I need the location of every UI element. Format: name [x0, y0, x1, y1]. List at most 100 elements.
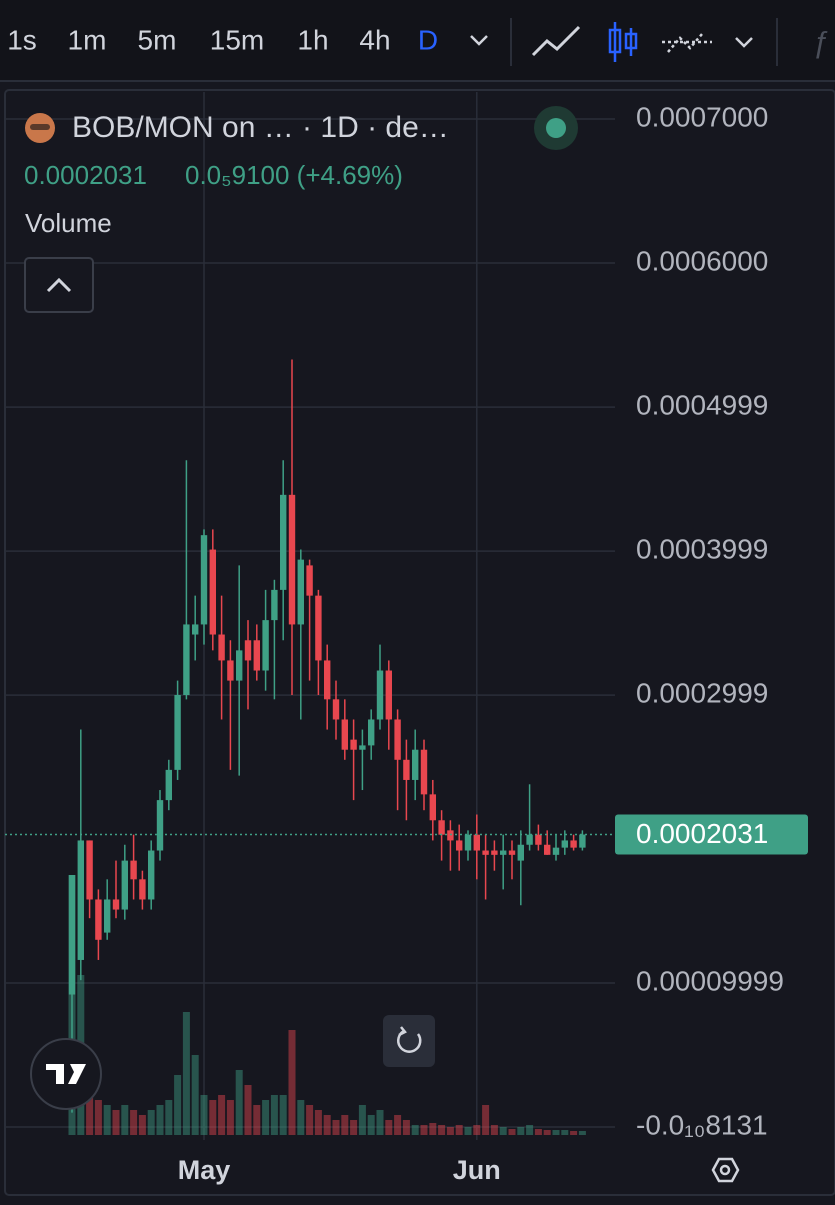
volume-bar [103, 1105, 111, 1135]
volume-bar [112, 1110, 120, 1135]
y-tick-label: 0.0003999 [636, 534, 768, 565]
volume-bar [156, 1105, 164, 1135]
interval-tab[interactable]: 1m [68, 24, 107, 55]
interval-tab[interactable]: 15m [210, 24, 264, 55]
candle-body [412, 749, 419, 780]
volume-bar [358, 1105, 366, 1135]
chart-pane [4, 89, 835, 1196]
volume-bar [499, 1127, 507, 1135]
volume-bar [438, 1125, 446, 1135]
candle-body [156, 800, 164, 851]
candle-body [218, 634, 225, 661]
candle-body [561, 840, 568, 848]
collapse-button[interactable] [24, 257, 94, 313]
candle-body [500, 850, 507, 855]
volume-bar [253, 1105, 261, 1135]
volume-bar [570, 1131, 578, 1135]
candle-body [482, 850, 489, 855]
candle-body [517, 844, 524, 861]
volume-bar [130, 1110, 138, 1135]
y-tick-label: 0.0002999 [636, 678, 768, 709]
status-dot [546, 118, 566, 138]
style-dropdown[interactable] [735, 37, 753, 48]
interval-tab[interactable]: 5m [138, 24, 177, 55]
candle-body [253, 640, 260, 671]
volume-bar [473, 1125, 481, 1135]
volume-bar [235, 1070, 243, 1135]
settings-icon [719, 1164, 731, 1176]
candle-body [544, 844, 551, 855]
interval-tabs: 1s 1m 5m 15m 1h 4h D [7, 24, 438, 55]
candle-body [579, 834, 586, 848]
volume-bar [209, 1100, 217, 1135]
volume-bar [165, 1100, 173, 1135]
volume-bar [482, 1105, 490, 1135]
volume-bar [218, 1095, 226, 1135]
candle-body [68, 875, 76, 995]
baseline-style-button[interactable] [662, 33, 712, 53]
candle-body [350, 739, 357, 750]
candle-body [86, 840, 93, 900]
volume-bar [86, 1095, 94, 1135]
candle-body [403, 759, 410, 780]
collapse-icon [46, 277, 72, 293]
candle-body [200, 535, 208, 625]
indicators-button[interactable]: ƒ [812, 26, 829, 59]
volume-bar [323, 1115, 331, 1135]
candle-body [280, 494, 287, 590]
volume-bar [147, 1110, 155, 1135]
y-tick-label: -0.0₁₀8131 [636, 1109, 768, 1140]
candle-body [473, 834, 480, 851]
settings-button[interactable] [711, 1157, 740, 1183]
candle-body [77, 840, 84, 960]
candle-body [491, 850, 498, 855]
volume-bar [306, 1105, 314, 1135]
candle-body [288, 494, 296, 625]
candle-body [394, 719, 401, 760]
volume-bar [446, 1127, 454, 1135]
candle-style-button[interactable] [608, 22, 638, 62]
candle-body [95, 899, 102, 940]
volume-bar [270, 1095, 278, 1135]
y-axis: 0.0007000 0.0006000 0.0004999 0.0003999 0.00… [636, 101, 784, 1140]
volume-bar [244, 1085, 252, 1135]
candle-body [209, 549, 216, 635]
reset-button[interactable] [383, 1015, 435, 1067]
volume-bar [561, 1130, 569, 1135]
volume-legend: Volume [25, 208, 112, 238]
candle-body [376, 670, 384, 720]
volume-bar [341, 1115, 349, 1135]
candle-body [183, 624, 190, 695]
volume-bar [279, 1095, 287, 1135]
volume-bar [376, 1110, 384, 1135]
volume-bar [464, 1127, 472, 1135]
volume-bar [402, 1120, 410, 1135]
logo[interactable] [30, 1038, 102, 1110]
interval-tab[interactable]: 1s [7, 24, 37, 55]
volume-bar [314, 1110, 322, 1135]
symbol-icon-detail [30, 124, 50, 130]
candle-body [315, 595, 322, 661]
candle-body [332, 699, 340, 720]
candle-body [236, 650, 243, 681]
interval-tab[interactable]: D [418, 24, 438, 55]
candle-body [552, 847, 560, 855]
interval-dropdown[interactable] [470, 35, 488, 46]
interval-tab[interactable]: 1h [297, 24, 328, 55]
candle-body [464, 834, 472, 851]
candle-body [174, 695, 181, 770]
candle-body [104, 899, 111, 933]
candle-body [570, 840, 577, 848]
volume-bar [182, 1012, 190, 1135]
interval-tab[interactable]: 4h [359, 24, 390, 55]
candles [68, 359, 586, 1113]
x-axis: May Jun [178, 1155, 501, 1185]
candle-body [271, 589, 278, 621]
candle-body [262, 620, 269, 671]
line-style-button[interactable] [531, 25, 581, 57]
candle-body [420, 749, 428, 795]
volume-bar [288, 1030, 296, 1135]
price-value: 0.0002031 [24, 160, 147, 190]
